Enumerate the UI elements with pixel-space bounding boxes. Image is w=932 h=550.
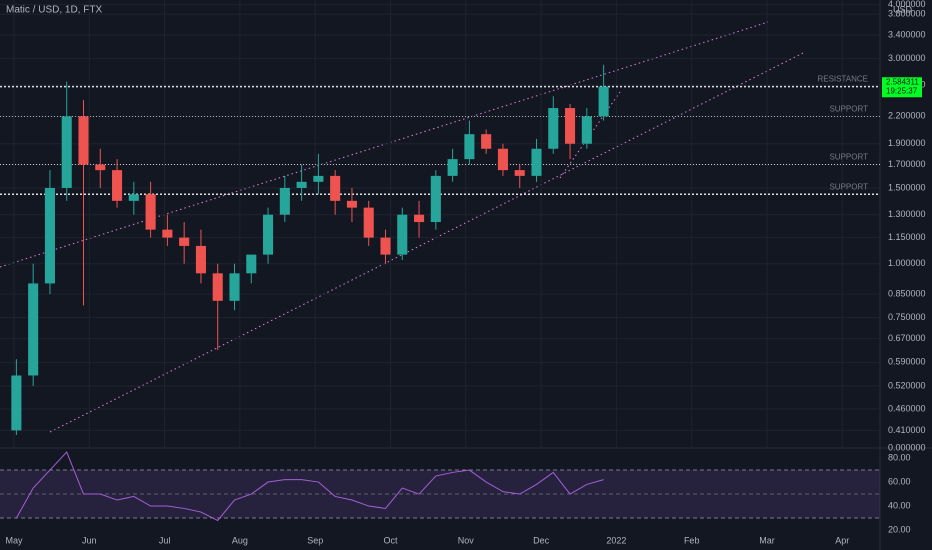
y-tick-label: 3.800000 [888, 9, 926, 19]
y-tick-label: 80.00 [888, 452, 911, 462]
x-tick-label: Aug [232, 535, 248, 545]
candle-body [481, 134, 492, 149]
trend-lines [0, 21, 806, 433]
y-tick-label: 0.590000 [888, 357, 926, 367]
candle-body [212, 273, 223, 301]
x-tick-label: Apr [835, 535, 849, 545]
level-label: SUPPORT [829, 182, 868, 191]
candle-body [414, 214, 425, 223]
y-tick-label: 2.200000 [888, 111, 926, 121]
x-tick-label: Oct [383, 535, 398, 545]
y-tick-label: 60.00 [888, 476, 911, 486]
candle-body [380, 237, 391, 255]
candle-body [195, 245, 206, 274]
candle-body [464, 134, 475, 160]
candle-body [229, 273, 240, 301]
y-tick-label: 4.000000 [888, 0, 926, 9]
rsi-band [0, 470, 880, 519]
candle-body [128, 194, 139, 201]
x-tick-label: Sep [307, 535, 323, 545]
y-axis-label: USD [893, 4, 913, 14]
candle-body [179, 237, 190, 246]
lower-trend-line [49, 51, 806, 433]
y-tick-label: 3.000000 [888, 53, 926, 63]
chart-title: Matic / USD, 1D, FTX [6, 5, 102, 16]
candle-body [95, 164, 106, 171]
candle-body [11, 375, 22, 431]
y-tick-label: 1.700000 [888, 159, 926, 169]
y-tick-label: 0.750000 [888, 312, 926, 322]
x-tick-label: May [5, 535, 23, 545]
x-tick-label: 2022 [606, 535, 626, 545]
candle-body [44, 187, 55, 284]
candle-body [598, 86, 609, 117]
last-price-label: 2.584311 [886, 77, 919, 86]
y-tick-label: 3.400000 [888, 29, 926, 39]
x-tick-label: Jun [82, 535, 97, 545]
candle-body [112, 170, 123, 201]
candle-body [514, 170, 525, 176]
y-tick-label: 20.00 [888, 524, 911, 534]
level-label: RESISTANCE [817, 75, 868, 84]
candle-body [447, 159, 458, 176]
y-tick-label: 0.410000 [888, 425, 926, 435]
candle-body [78, 116, 89, 165]
candle-body [430, 175, 441, 223]
x-tick-label: Mar [759, 535, 775, 545]
candle-body [497, 148, 508, 171]
candle-body [313, 175, 324, 182]
x-tick-label: Nov [458, 535, 475, 545]
y-tick-label: 0.670000 [888, 333, 926, 343]
candle-body [28, 283, 39, 376]
y-tick-label: 1.300000 [888, 209, 926, 219]
x-tick-label: Jul [159, 535, 171, 545]
y-tick-label: 0.460000 [888, 403, 926, 413]
candle-body [397, 214, 408, 255]
candle-body [346, 200, 357, 208]
y-tick-label: 40.00 [888, 500, 911, 510]
candle-body [581, 116, 592, 144]
candle-body [548, 108, 559, 149]
candle-body [162, 229, 173, 238]
candle-body [61, 116, 72, 188]
x-tick-label: Dec [533, 535, 550, 545]
y-tick-label: 0.850000 [888, 288, 926, 298]
candle-body [531, 148, 542, 176]
y-tick-label: 1.500000 [888, 182, 926, 192]
y-axis-bottom-label: 0.000000 [888, 442, 926, 452]
upper-trend-line [0, 21, 769, 268]
y-tick-label: 0.520000 [888, 380, 926, 390]
level-label: SUPPORT [829, 104, 868, 113]
y-tick-label: 1.900000 [888, 138, 926, 148]
candle-body [363, 207, 374, 238]
candle-body [330, 175, 341, 201]
candle-body [263, 214, 274, 255]
countdown-label: 19:25:37 [886, 86, 918, 95]
x-tick-label: Feb [684, 535, 700, 545]
candle-body [279, 187, 290, 215]
y-tick-label: 1.150000 [888, 232, 926, 242]
candle-body [565, 108, 576, 144]
candle-body [246, 254, 257, 274]
level-label: SUPPORT [829, 153, 868, 162]
rsi-line [15, 451, 604, 522]
last-price-box [882, 77, 922, 98]
candle-body [296, 181, 307, 188]
y-tick-label: 1.000000 [888, 258, 926, 268]
candle-body [145, 194, 156, 230]
